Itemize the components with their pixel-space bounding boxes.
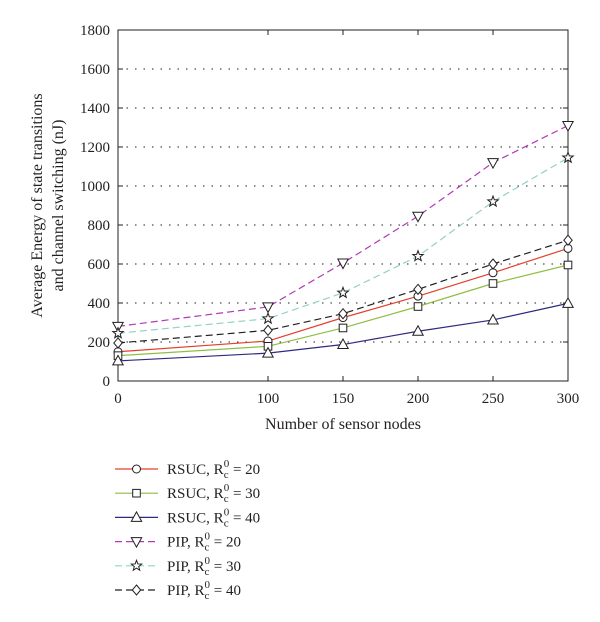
y-tick-label: 1600 (80, 62, 110, 78)
triangle-up-marker (411, 324, 425, 336)
star-marker (129, 558, 144, 572)
legend-label: RSUC, Rc0 = 40 (167, 506, 260, 529)
star-marker (486, 194, 500, 208)
y-tick-label: 1200 (80, 140, 110, 156)
y-axis-label-line: and channel switching (nJ) (50, 120, 67, 292)
diamond-marker (263, 324, 273, 337)
x-tick-label: 250 (482, 391, 505, 407)
series-2 (113, 260, 573, 360)
legend-entry: PIP, Rc0 = 30 (115, 555, 241, 578)
legend-entry: PIP, Rc0 = 20 (115, 531, 241, 554)
legend-label: RSUC, Rc0 = 30 (167, 482, 260, 505)
legend-entry: RSUC, Rc0 = 30 (115, 482, 260, 505)
square-marker (563, 260, 573, 270)
square-marker (132, 488, 141, 498)
triangle-up-marker (130, 510, 143, 522)
legend-entry: RSUC, Rc0 = 40 (115, 506, 260, 529)
series-line (117, 302, 569, 362)
y-tick-label: 800 (88, 218, 111, 234)
series-group (111, 121, 575, 366)
series-line (117, 157, 569, 334)
star-marker (261, 311, 275, 325)
x-tick-label: 300 (557, 391, 580, 407)
legend-entry: RSUC, Rc0 = 20 (115, 458, 260, 481)
diamond-marker (338, 307, 348, 320)
square-marker (488, 279, 498, 288)
diamond-marker (563, 234, 573, 246)
triangle-up-marker (486, 313, 500, 325)
x-tick-label: 100 (257, 391, 280, 407)
diamond-marker (413, 283, 423, 296)
series-line (117, 239, 569, 344)
star-marker (111, 326, 125, 339)
circle-marker (132, 464, 141, 474)
x-tick-label: 0 (114, 391, 122, 407)
triangle-up-marker (261, 346, 275, 358)
diamond-marker (488, 258, 498, 270)
y-tick-label: 0 (103, 374, 111, 390)
x-tick-label: 200 (407, 391, 430, 407)
star-marker (561, 150, 575, 164)
legend-label: PIP, Rc0 = 40 (167, 579, 241, 602)
y-tick-label: 600 (88, 257, 111, 273)
y-tick-label: 1000 (80, 179, 110, 195)
triangle-down-marker (130, 537, 143, 549)
legend-label: PIP, Rc0 = 20 (167, 531, 241, 554)
y-axis-label: Average Energy of state transitions and c… (29, 93, 67, 317)
y-axis-label-line: Average Energy of state transitions (29, 93, 46, 317)
legend-label: RSUC, Rc0 = 20 (167, 458, 260, 481)
legend-label: PIP, Rc0 = 30 (167, 555, 241, 578)
triangle-down-marker (411, 211, 425, 223)
triangle-down-marker (486, 158, 500, 170)
circle-marker (488, 268, 498, 278)
triangle-up-marker (111, 354, 125, 366)
y-tick-label: 400 (88, 296, 111, 312)
series-3 (111, 296, 575, 366)
y-tick-label: 1400 (80, 101, 110, 117)
triangle-down-marker (336, 258, 350, 270)
y-tick-label: 200 (88, 335, 111, 351)
triangle-up-marker (561, 296, 575, 308)
star-marker (411, 249, 425, 262)
y-tick-label: 1800 (80, 23, 110, 39)
diamond-marker (113, 337, 123, 349)
star-marker (336, 285, 350, 299)
x-axis-label: Number of sensor nodes (265, 416, 421, 433)
triangle-down-marker (261, 302, 275, 314)
series-line (117, 247, 569, 353)
series-line (117, 125, 569, 327)
diamond-marker (131, 584, 142, 596)
square-marker (338, 323, 348, 333)
series-6 (113, 234, 573, 349)
x-tick-label: 150 (332, 391, 355, 407)
series-4 (111, 121, 575, 333)
grid-lines (118, 68, 568, 343)
series-line (117, 264, 569, 357)
square-marker (413, 302, 423, 311)
triangle-up-marker (336, 337, 350, 350)
triangle-down-marker (561, 121, 575, 133)
axis-ticks: 0 200 400 600 800 1000 1200 1400 1600 1800 0 100 150… (80, 23, 579, 407)
series-5 (111, 150, 575, 339)
legend-entry: PIP, Rc0 = 40 (115, 579, 241, 602)
